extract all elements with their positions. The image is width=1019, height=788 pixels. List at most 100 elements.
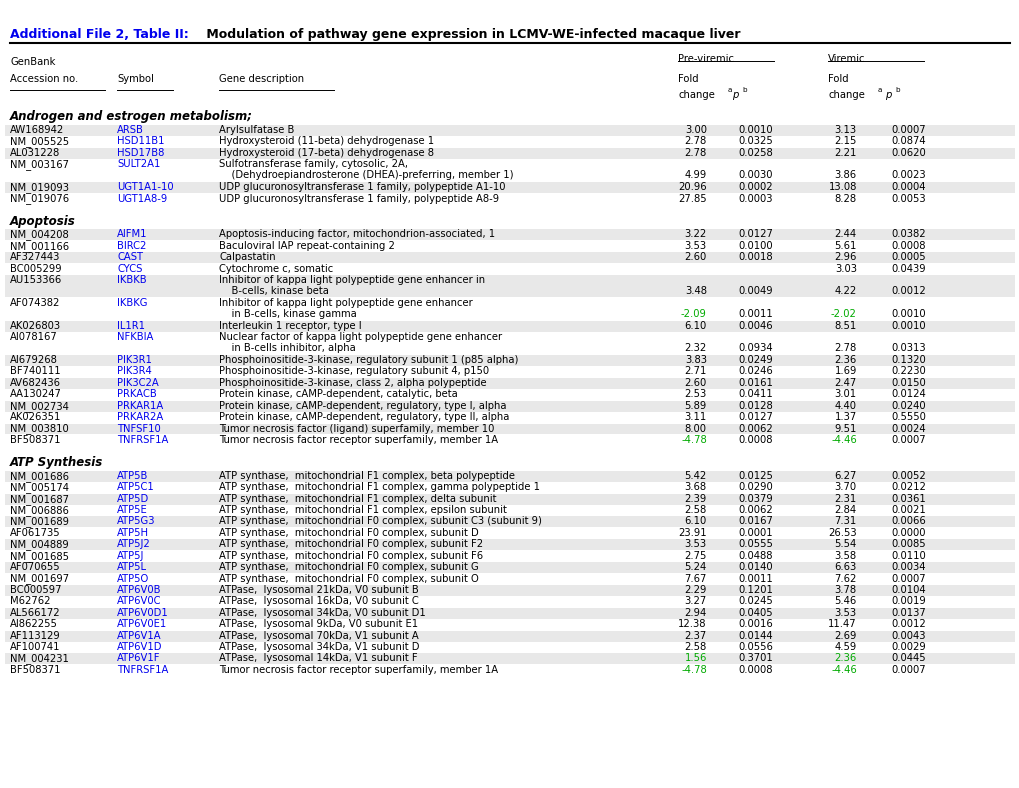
Text: 2.58: 2.58	[684, 505, 706, 515]
Text: in B-cells inhibitor, alpha: in B-cells inhibitor, alpha	[219, 343, 356, 353]
Text: Protein kinase, cAMP-dependent, regulatory, type I, alpha: Protein kinase, cAMP-dependent, regulato…	[219, 400, 506, 411]
Text: 0.0018: 0.0018	[738, 252, 772, 262]
Text: 0.0003: 0.0003	[738, 194, 772, 203]
Text: 0.0062: 0.0062	[738, 505, 772, 515]
Bar	[5, 423, 1014, 434]
Text: change: change	[827, 90, 864, 100]
Bar	[5, 400, 1014, 411]
Text: 0.0137: 0.0137	[891, 608, 925, 618]
Text: NM_019076: NM_019076	[10, 194, 69, 204]
Text: 0.0488: 0.0488	[738, 551, 772, 561]
Bar	[5, 148, 1014, 158]
Text: ATP5B: ATP5B	[117, 470, 149, 481]
Text: 0.0127: 0.0127	[738, 412, 772, 422]
Text: 0.0439: 0.0439	[891, 264, 925, 273]
Text: 2.21: 2.21	[834, 148, 856, 158]
Text: ATPase,  lysosomal 21kDa, V0 subunit B: ATPase, lysosomal 21kDa, V0 subunit B	[219, 585, 419, 595]
Text: ATP5G3: ATP5G3	[117, 516, 156, 526]
Text: 3.53: 3.53	[684, 539, 706, 549]
Text: 0.0100: 0.0100	[738, 241, 772, 251]
Text: NM_001686: NM_001686	[10, 470, 69, 481]
Text: ATP synthase,  mitochondrial F1 complex, epsilon subunit: ATP synthase, mitochondrial F1 complex, …	[219, 505, 506, 515]
Text: b: b	[742, 87, 747, 93]
Text: Tumor necrosis factor receptor superfamily, member 1A: Tumor necrosis factor receptor superfami…	[219, 435, 498, 445]
Text: BF508371: BF508371	[10, 665, 61, 675]
Text: 8.00: 8.00	[684, 423, 706, 433]
Text: (Dehydroepiandrosterone (DHEA)-preferring, member 1): (Dehydroepiandrosterone (DHEA)-preferrin…	[219, 170, 514, 180]
Text: 0.0066: 0.0066	[891, 516, 925, 526]
Text: 0.0011: 0.0011	[738, 309, 772, 319]
Text: 0.0167: 0.0167	[738, 516, 772, 526]
Text: 0.0325: 0.0325	[738, 136, 772, 147]
Text: 3.53: 3.53	[684, 241, 706, 251]
Text: NFKBIA: NFKBIA	[117, 333, 154, 342]
Text: 12.38: 12.38	[678, 619, 706, 630]
Text: 0.0290: 0.0290	[738, 482, 772, 492]
Text: NM_001166: NM_001166	[10, 241, 69, 251]
Text: p: p	[884, 90, 891, 100]
Text: ATP6V0C: ATP6V0C	[117, 597, 162, 607]
Text: 0.2230: 0.2230	[891, 366, 925, 377]
Text: Hydroxysteroid (11-beta) dehydrogenase 1: Hydroxysteroid (11-beta) dehydrogenase 1	[219, 136, 434, 147]
Text: -4.46: -4.46	[830, 665, 856, 675]
Text: AA130247: AA130247	[10, 389, 62, 400]
Text: 0.0001: 0.0001	[738, 528, 772, 538]
Text: 7.67: 7.67	[684, 574, 706, 584]
Text: Nuclear factor of kappa light polypeptide gene enhancer: Nuclear factor of kappa light polypeptid…	[219, 333, 502, 342]
Text: ATP5E: ATP5E	[117, 505, 148, 515]
Text: AIFM1: AIFM1	[117, 229, 148, 240]
Text: ATP6V1A: ATP6V1A	[117, 630, 162, 641]
Text: 0.0008: 0.0008	[738, 435, 772, 445]
Text: ATP synthase,  mitochondrial F0 complex, subunit G: ATP synthase, mitochondrial F0 complex, …	[219, 562, 479, 572]
Text: AW168942: AW168942	[10, 125, 64, 135]
Text: BF740111: BF740111	[10, 366, 61, 377]
Text: Arylsulfatase B: Arylsulfatase B	[219, 125, 294, 135]
Text: 0.0110: 0.0110	[891, 551, 925, 561]
Text: 0.0019: 0.0019	[891, 597, 925, 607]
Text: a: a	[876, 87, 880, 93]
Text: 0.0007: 0.0007	[891, 125, 925, 135]
Text: AF061735: AF061735	[10, 528, 61, 538]
Text: ARSB: ARSB	[117, 125, 144, 135]
Text: 2.69: 2.69	[834, 630, 856, 641]
Text: NM_001687: NM_001687	[10, 493, 69, 504]
Text: 26.53: 26.53	[827, 528, 856, 538]
Text: Tumor necrosis factor receptor superfamily, member 1A: Tumor necrosis factor receptor superfami…	[219, 665, 498, 675]
Text: 3.58: 3.58	[834, 551, 856, 561]
Text: 0.0010: 0.0010	[891, 309, 925, 319]
Text: SULT2A1: SULT2A1	[117, 159, 161, 169]
Text: 0.0010: 0.0010	[891, 321, 925, 331]
Text: UGT1A8-9: UGT1A8-9	[117, 194, 167, 203]
Text: 0.0140: 0.0140	[738, 562, 772, 572]
Text: 0.0620: 0.0620	[891, 148, 925, 158]
Bar	[5, 182, 1014, 193]
Text: 0.0161: 0.0161	[738, 377, 772, 388]
Text: 0.0062: 0.0062	[738, 423, 772, 433]
Text: 0.0128: 0.0128	[738, 400, 772, 411]
Text: 0.3701: 0.3701	[738, 653, 772, 663]
Text: 3.03: 3.03	[834, 264, 856, 273]
Text: Sulfotransferase family, cytosolic, 2A,: Sulfotransferase family, cytosolic, 2A,	[219, 159, 408, 169]
Text: -2.09: -2.09	[681, 309, 706, 319]
Text: 6.63: 6.63	[834, 562, 856, 572]
Text: TNFRSF1A: TNFRSF1A	[117, 435, 168, 445]
Text: ATP6V0B: ATP6V0B	[117, 585, 162, 595]
Text: 5.54: 5.54	[834, 539, 856, 549]
Text: NM_005174: NM_005174	[10, 482, 69, 493]
Text: ATP synthase,  mitochondrial F0 complex, subunit D: ATP synthase, mitochondrial F0 complex, …	[219, 528, 479, 538]
Text: 2.71: 2.71	[684, 366, 706, 377]
Text: ATP synthase,  mitochondrial F1 complex, beta polypeptide: ATP synthase, mitochondrial F1 complex, …	[219, 470, 515, 481]
Text: in B-cells, kinase gamma: in B-cells, kinase gamma	[219, 309, 357, 319]
Text: 3.13: 3.13	[834, 125, 856, 135]
Text: PRKACB: PRKACB	[117, 389, 157, 400]
Bar	[5, 229, 1014, 240]
Text: GenBank: GenBank	[10, 57, 55, 67]
Text: b: b	[895, 87, 900, 93]
Text: 6.10: 6.10	[684, 516, 706, 526]
Text: NM_005525: NM_005525	[10, 136, 69, 147]
Text: 2.78: 2.78	[834, 343, 856, 353]
Text: 0.0004: 0.0004	[891, 182, 925, 192]
Text: BIRC2: BIRC2	[117, 241, 147, 251]
Text: 2.29: 2.29	[684, 585, 706, 595]
Text: 4.22: 4.22	[834, 286, 856, 296]
